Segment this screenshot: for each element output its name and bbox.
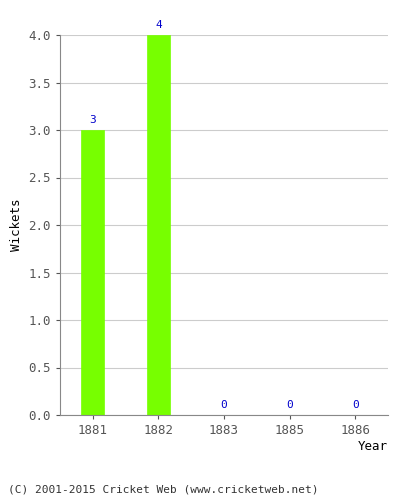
Y-axis label: Wickets: Wickets [10,198,23,251]
X-axis label: Year: Year [358,440,388,453]
Text: 0: 0 [286,400,293,410]
Text: 0: 0 [221,400,227,410]
Text: (C) 2001-2015 Cricket Web (www.cricketweb.net): (C) 2001-2015 Cricket Web (www.cricketwe… [8,485,318,495]
Bar [147,35,170,415]
Text: 3: 3 [90,116,96,125]
Bar [81,130,104,415]
Text: 0: 0 [352,400,358,410]
Text: 4: 4 [155,20,162,30]
